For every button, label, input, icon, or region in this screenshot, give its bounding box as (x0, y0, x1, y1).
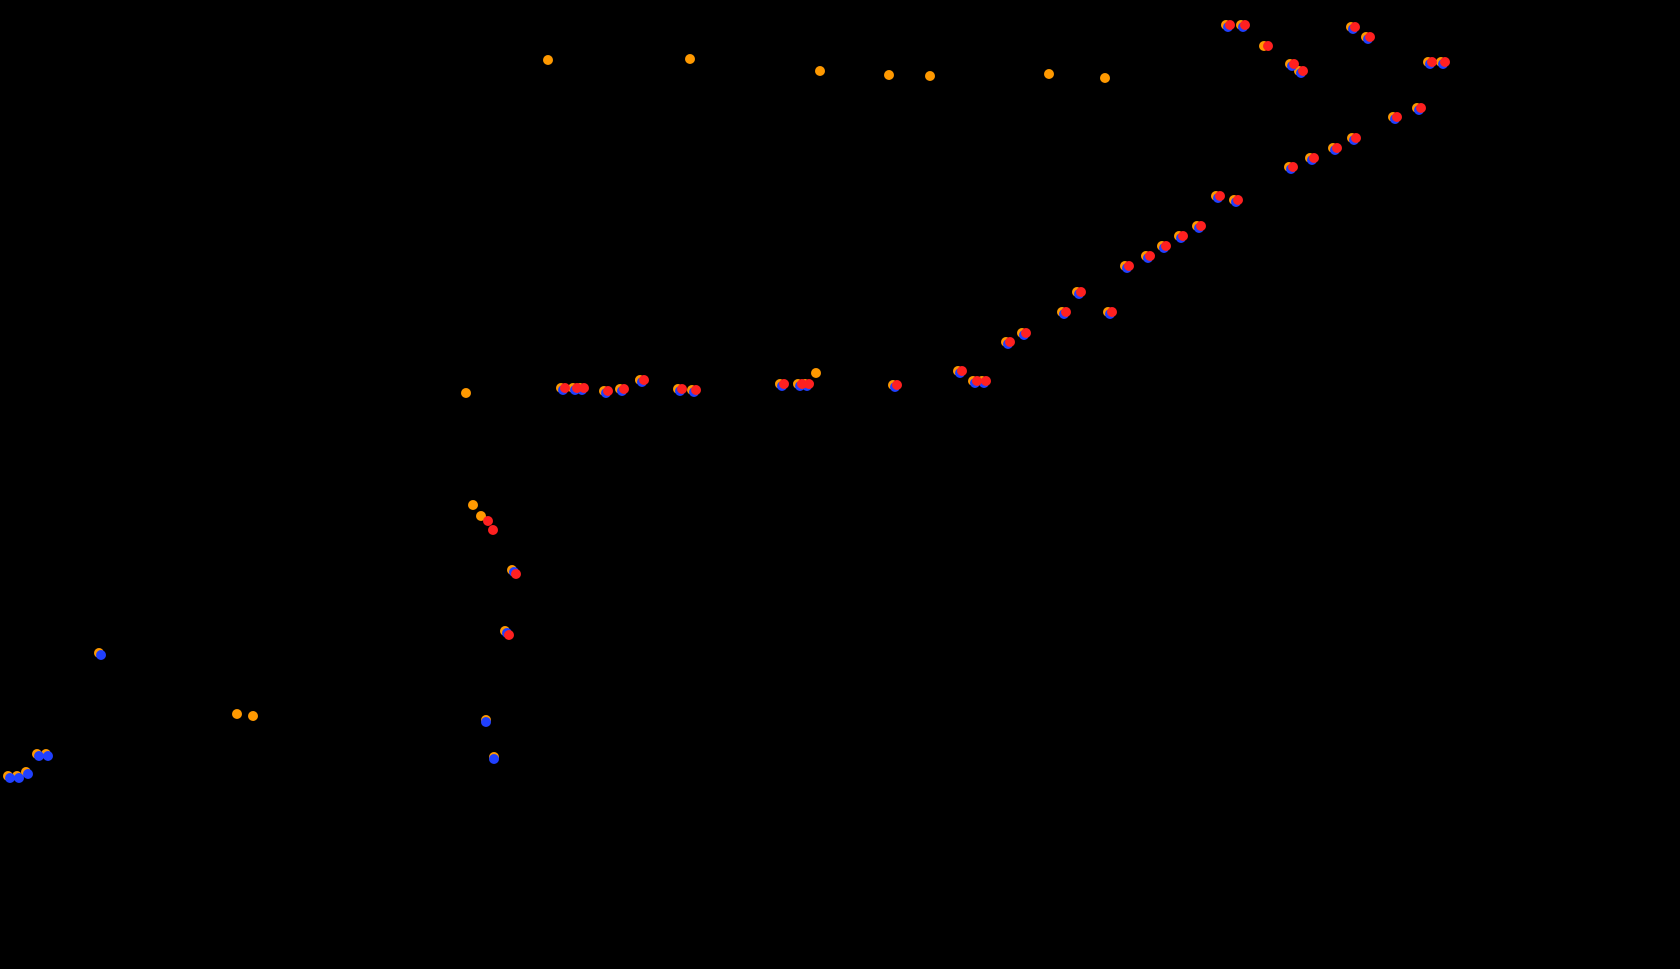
data-point (685, 54, 695, 64)
data-point (23, 769, 33, 779)
data-point (34, 751, 44, 761)
data-point (1061, 307, 1071, 317)
data-point (639, 375, 649, 385)
data-point (43, 751, 53, 761)
data-point (1309, 153, 1319, 163)
data-point (1124, 261, 1134, 271)
data-point (1161, 241, 1171, 251)
data-point (1416, 103, 1426, 113)
data-point (96, 650, 106, 660)
data-point (1288, 162, 1298, 172)
data-point (1021, 328, 1031, 338)
data-point (1233, 195, 1243, 205)
data-point (560, 383, 570, 393)
data-point (1005, 337, 1015, 347)
data-point (619, 384, 629, 394)
data-point (884, 70, 894, 80)
data-point (957, 366, 967, 376)
data-point (981, 376, 991, 386)
data-point (1240, 20, 1250, 30)
data-point (483, 516, 493, 526)
data-point (5, 773, 15, 783)
scatter-chart (0, 0, 1680, 969)
data-point (579, 383, 589, 393)
data-point (543, 55, 553, 65)
data-point (1332, 143, 1342, 153)
data-point (892, 380, 902, 390)
data-point (1107, 307, 1117, 317)
data-point (1196, 221, 1206, 231)
data-point (1289, 59, 1299, 69)
data-point (488, 525, 498, 535)
data-point (1178, 231, 1188, 241)
data-point (1225, 20, 1235, 30)
data-point (248, 711, 258, 721)
data-point (232, 709, 242, 719)
chart-svg (0, 0, 1680, 969)
data-point (1076, 287, 1086, 297)
data-point (1365, 32, 1375, 42)
data-point (461, 388, 471, 398)
chart-background (0, 0, 1680, 969)
data-point (691, 385, 701, 395)
data-point (468, 500, 478, 510)
data-point (925, 71, 935, 81)
data-point (504, 630, 514, 640)
data-point (1427, 57, 1437, 67)
data-point (815, 66, 825, 76)
data-point (511, 569, 521, 579)
data-point (804, 379, 814, 389)
data-point (1392, 112, 1402, 122)
data-point (1215, 191, 1225, 201)
data-point (489, 754, 499, 764)
data-point (481, 717, 491, 727)
data-point (1351, 133, 1361, 143)
data-point (1145, 251, 1155, 261)
data-point (1350, 22, 1360, 32)
data-point (1440, 57, 1450, 67)
data-point (1263, 41, 1273, 51)
data-point (677, 384, 687, 394)
data-point (1100, 73, 1110, 83)
data-point (972, 376, 982, 386)
data-point (1044, 69, 1054, 79)
data-point (779, 379, 789, 389)
data-point (1298, 66, 1308, 76)
data-point (14, 773, 24, 783)
data-point (811, 368, 821, 378)
data-point (603, 386, 613, 396)
